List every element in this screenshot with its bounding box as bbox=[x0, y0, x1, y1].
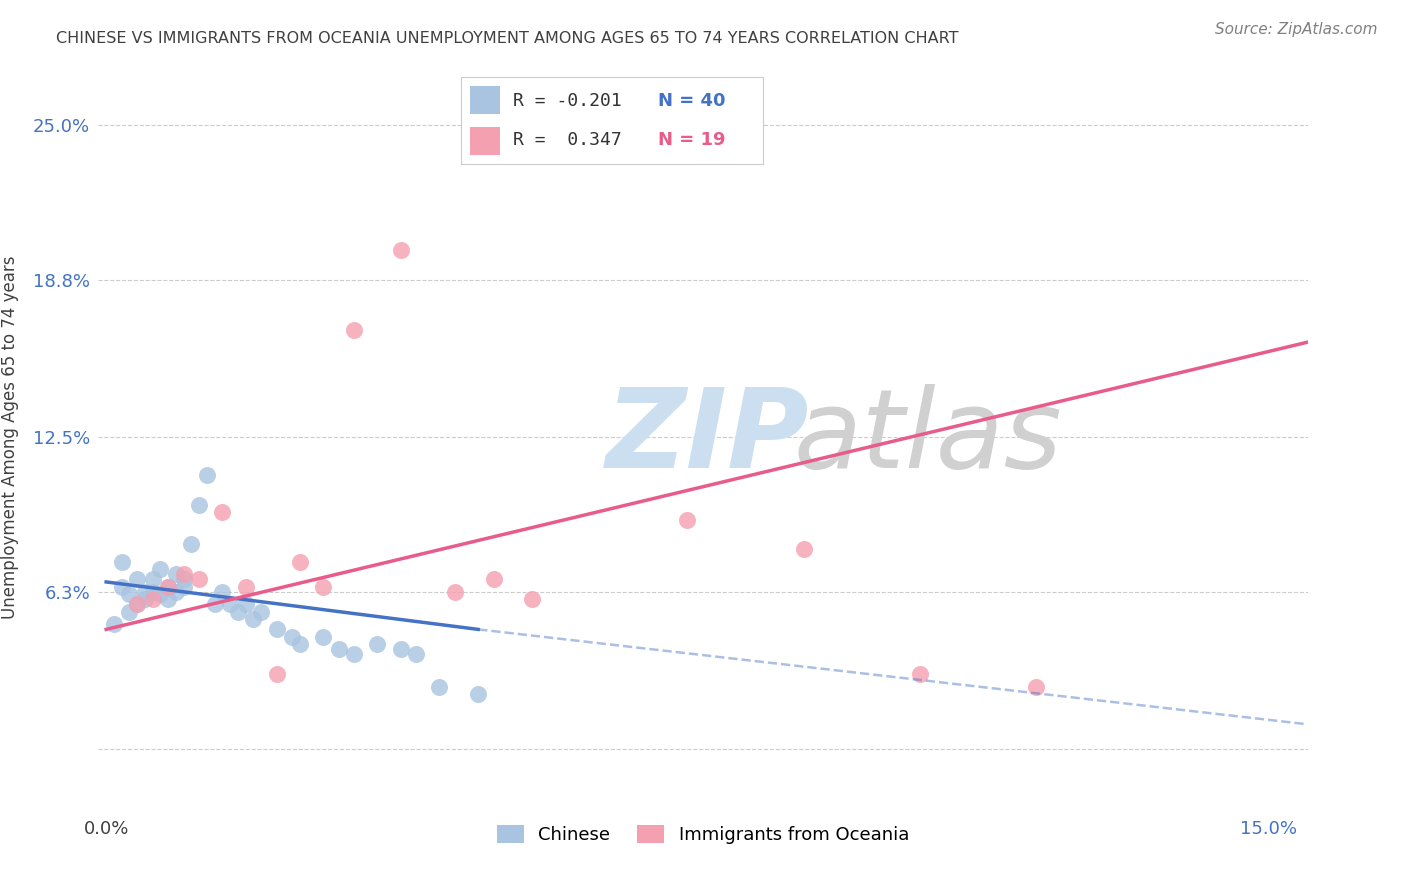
Point bbox=[188, 498, 211, 512]
Point bbox=[793, 542, 815, 557]
Point bbox=[127, 573, 149, 587]
Point bbox=[250, 605, 273, 619]
Point bbox=[281, 630, 304, 644]
Point bbox=[180, 537, 202, 551]
Point bbox=[157, 592, 180, 607]
Point bbox=[173, 580, 195, 594]
Point bbox=[389, 243, 412, 257]
Point bbox=[312, 580, 335, 594]
Point bbox=[149, 562, 172, 576]
Point bbox=[219, 598, 242, 612]
Point bbox=[118, 605, 141, 619]
Point bbox=[235, 598, 257, 612]
Point bbox=[467, 687, 489, 701]
Point bbox=[111, 580, 134, 594]
Text: Source: ZipAtlas.com: Source: ZipAtlas.com bbox=[1215, 22, 1378, 37]
Point bbox=[127, 598, 149, 612]
Point bbox=[188, 573, 211, 587]
Point bbox=[211, 505, 233, 519]
Point bbox=[157, 580, 180, 594]
Point bbox=[343, 323, 366, 337]
Point bbox=[142, 585, 165, 599]
Point bbox=[118, 587, 141, 601]
Point bbox=[266, 667, 288, 681]
Point bbox=[1025, 680, 1047, 694]
Point bbox=[127, 598, 149, 612]
Point bbox=[482, 573, 505, 587]
Point bbox=[173, 567, 195, 582]
Point bbox=[908, 667, 931, 681]
Y-axis label: Unemployment Among Ages 65 to 74 years: Unemployment Among Ages 65 to 74 years bbox=[1, 255, 18, 619]
Point bbox=[165, 567, 187, 582]
Point bbox=[242, 612, 264, 626]
Point bbox=[165, 585, 187, 599]
Point bbox=[235, 580, 257, 594]
Point bbox=[429, 680, 451, 694]
Legend: Chinese, Immigrants from Oceania: Chinese, Immigrants from Oceania bbox=[489, 818, 917, 851]
Point bbox=[226, 605, 249, 619]
Point bbox=[676, 512, 699, 526]
Point bbox=[522, 592, 544, 607]
Point bbox=[328, 642, 350, 657]
Point bbox=[211, 585, 233, 599]
Point bbox=[103, 617, 125, 632]
Text: ZIP: ZIP bbox=[606, 384, 810, 491]
Point bbox=[288, 555, 311, 569]
Point bbox=[204, 598, 226, 612]
Point bbox=[266, 623, 288, 637]
Point bbox=[288, 637, 311, 651]
Point bbox=[142, 573, 165, 587]
Point bbox=[157, 580, 180, 594]
Point bbox=[444, 585, 467, 599]
Point bbox=[389, 642, 412, 657]
Point bbox=[405, 648, 427, 662]
Point bbox=[195, 467, 218, 482]
Point bbox=[134, 592, 156, 607]
Point bbox=[343, 648, 366, 662]
Point bbox=[134, 585, 156, 599]
Point bbox=[149, 587, 172, 601]
Point bbox=[312, 630, 335, 644]
Point bbox=[173, 573, 195, 587]
Point bbox=[366, 637, 388, 651]
Point bbox=[111, 555, 134, 569]
Text: CHINESE VS IMMIGRANTS FROM OCEANIA UNEMPLOYMENT AMONG AGES 65 TO 74 YEARS CORREL: CHINESE VS IMMIGRANTS FROM OCEANIA UNEMP… bbox=[56, 31, 959, 46]
Point bbox=[142, 592, 165, 607]
Text: atlas: atlas bbox=[793, 384, 1063, 491]
